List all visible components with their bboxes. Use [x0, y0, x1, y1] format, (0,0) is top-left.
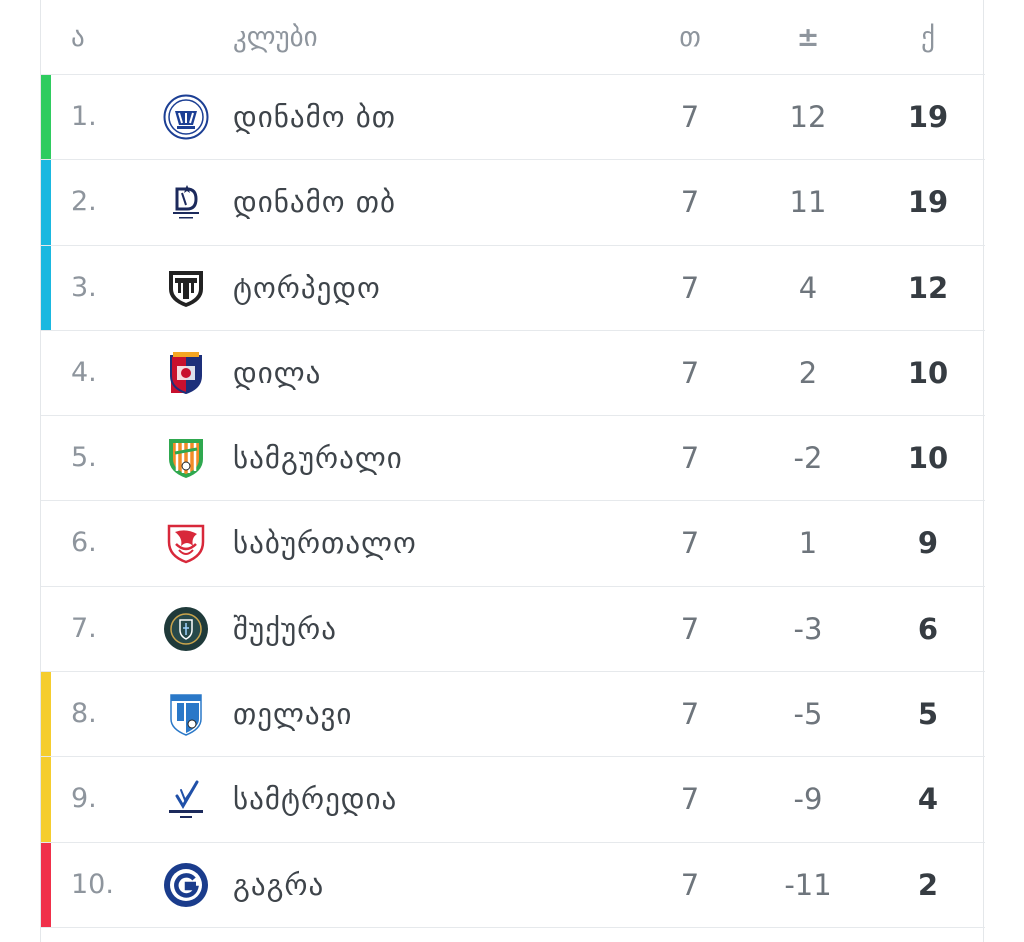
gagra-logo	[163, 862, 209, 908]
row-position: 3.	[71, 271, 97, 303]
torpedo-logo	[163, 265, 209, 311]
points: 19	[907, 100, 949, 134]
table-row[interactable]: 7. შუქურა 7 -3 6	[41, 587, 985, 673]
goal-difference: 2	[798, 355, 818, 390]
goal-difference: -2	[793, 441, 823, 476]
points: 4	[917, 782, 939, 817]
zone-indicator	[41, 842, 51, 927]
table-row[interactable]: 2. დინამო თბ 7 11 19	[41, 160, 985, 246]
points: 5	[917, 697, 939, 732]
row-position: 8.	[71, 698, 97, 730]
club-name[interactable]: თელავი	[233, 697, 353, 732]
table-row[interactable]: 3. ტორპედო 7 4 12	[41, 245, 985, 331]
zone-indicator	[41, 245, 51, 330]
club-name[interactable]: შუქურა	[233, 611, 337, 646]
club-name[interactable]: გაგრა	[233, 867, 325, 902]
matches-played: 7	[680, 100, 700, 134]
header-played[interactable]: თ	[679, 22, 701, 53]
header-position[interactable]: ა	[71, 22, 85, 53]
dinamo-batumi-logo	[163, 94, 209, 140]
header-goal-difference[interactable]: ±	[796, 22, 820, 53]
row-position: 6.	[71, 527, 97, 559]
club-name[interactable]: ტორპედო	[233, 270, 381, 305]
matches-played: 7	[680, 526, 700, 561]
goal-difference: -5	[793, 697, 823, 732]
table-row[interactable]: 6. საბურთალო 7 1 9	[41, 501, 985, 587]
zone-indicator	[41, 75, 51, 160]
matches-played: 7	[680, 270, 700, 305]
zone-indicator	[41, 672, 51, 757]
table-row[interactable]: 5. სამგურალი 7 -2 10	[41, 416, 985, 502]
table-row[interactable]: 10. გაგრა 7 -11 2	[41, 842, 985, 928]
zone-indicator	[41, 160, 51, 245]
goal-difference: 1	[798, 526, 818, 561]
club-name[interactable]: სამტრედია	[233, 782, 398, 817]
matches-played: 7	[680, 185, 700, 220]
shukura-logo	[163, 606, 209, 652]
goal-difference: -3	[793, 611, 823, 646]
goal-difference: -9	[793, 782, 823, 817]
club-name[interactable]: დილა	[233, 355, 322, 390]
row-position: 9.	[71, 783, 97, 815]
matches-played: 7	[680, 441, 700, 476]
goal-difference: 4	[798, 270, 818, 305]
table-row[interactable]: 4. დილა 7 2 10	[41, 331, 985, 417]
row-position: 5.	[71, 442, 97, 474]
club-name[interactable]: სამგურალი	[233, 441, 403, 476]
points: 10	[907, 355, 949, 390]
goal-difference: -11	[784, 867, 832, 902]
header-points[interactable]: ქ	[921, 22, 935, 53]
points: 10	[907, 441, 949, 476]
row-position: 10.	[71, 868, 114, 900]
table-body: 1. დინამო ბთ 7 12 19 2.	[41, 75, 985, 928]
goal-difference: 11	[789, 185, 827, 220]
zone-indicator	[41, 757, 51, 842]
samtredia-logo	[163, 776, 209, 822]
matches-played: 7	[680, 697, 700, 732]
row-position: 2.	[71, 186, 97, 218]
matches-played: 7	[680, 867, 700, 902]
matches-played: 7	[680, 355, 700, 390]
row-position: 4.	[71, 356, 97, 388]
dila-logo	[163, 350, 209, 396]
saburtalo-logo	[163, 520, 209, 566]
samgurali-logo	[163, 435, 209, 481]
matches-played: 7	[680, 782, 700, 817]
row-position: 7.	[71, 612, 97, 644]
header-club[interactable]: კლუბი	[233, 22, 318, 53]
goal-difference: 12	[789, 100, 827, 134]
telavi-logo	[163, 691, 209, 737]
points: 9	[917, 526, 939, 561]
row-position: 1.	[71, 101, 97, 132]
club-name[interactable]: საბურთალო	[233, 526, 417, 561]
standings-table: ა კლუბი თ ± ქ 1. დინამო ბთ 7 12 19	[40, 0, 985, 942]
matches-played: 7	[680, 611, 700, 646]
points: 19	[907, 185, 949, 220]
table-row[interactable]: 1. დინამო ბთ 7 12 19	[41, 75, 985, 161]
dinamo-tbilisi-logo	[163, 179, 209, 225]
table-row[interactable]: 9. სამტრედია 7 -9 4	[41, 757, 985, 843]
table-row[interactable]: 8. თელავი 7 -5 5	[41, 672, 985, 758]
club-name[interactable]: დინამო თბ	[233, 185, 397, 220]
table-header: ა კლუბი თ ± ქ	[41, 0, 985, 75]
points: 12	[907, 270, 949, 305]
points: 6	[917, 611, 939, 646]
club-name[interactable]: დინამო ბთ	[233, 100, 397, 134]
points: 2	[917, 867, 939, 902]
